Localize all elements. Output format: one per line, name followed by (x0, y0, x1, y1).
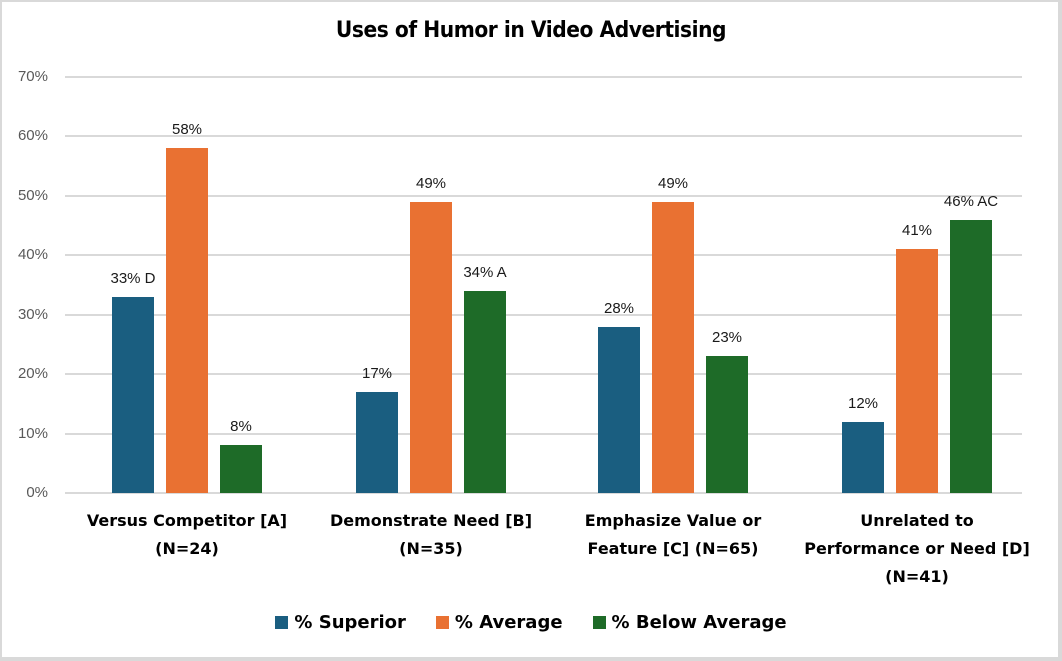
gridline (65, 492, 1022, 494)
data-label: 49% (415, 174, 447, 192)
bar (464, 290, 506, 493)
legend: % Superior % Average % Below Average (0, 612, 1062, 633)
bar (356, 391, 398, 493)
gridline (65, 135, 1022, 138)
legend-item-average: % Average (435, 612, 563, 633)
legend-label: % Superior (294, 612, 406, 633)
bar (652, 201, 694, 493)
bar (706, 356, 748, 493)
data-label: 49% (657, 174, 689, 192)
gridline (65, 313, 1022, 316)
bar (598, 326, 640, 493)
chart-title: Uses of Humor in Video Advertising (335, 18, 727, 43)
y-tick-label: 0% (26, 484, 48, 501)
x-category-label: Demonstrate Need [B] (N=35) (311, 507, 551, 563)
legend-item-superior: % Superior (275, 612, 406, 633)
bar (166, 148, 208, 493)
data-label: 17% (361, 364, 393, 382)
legend-swatch-average-icon (435, 616, 449, 629)
category-line: Feature [C] (N=65) (587, 539, 759, 558)
legend-item-below-average: % Below Average (592, 612, 787, 633)
category-line: Demonstrate Need [B] (329, 511, 533, 530)
gridline (65, 75, 1022, 78)
data-label: 58% (171, 121, 203, 139)
data-label: 23% (711, 329, 743, 347)
gridline (65, 194, 1022, 197)
category-line: Performance or Need [D] (804, 539, 1030, 558)
gridline (65, 432, 1022, 435)
category-line: Unrelated to (860, 511, 974, 530)
legend-label: % Below Average (611, 612, 787, 633)
x-category-label: Versus Competitor [A] (N=24) (67, 507, 307, 563)
bar (220, 445, 262, 493)
category-line: (N=41) (885, 567, 949, 586)
bar (842, 421, 884, 493)
bar (950, 219, 992, 493)
y-tick-label: 30% (17, 305, 48, 323)
y-tick-label: 20% (17, 365, 48, 383)
legend-label: % Average (454, 612, 563, 633)
category-line: (N=24) (155, 539, 219, 558)
data-label: 8% (230, 418, 252, 436)
y-tick-label: 60% (17, 127, 48, 145)
category-line: (N=35) (399, 539, 463, 558)
y-tick-label: 40% (17, 246, 48, 264)
data-label: 28% (603, 299, 635, 317)
bar (112, 296, 154, 493)
legend-swatch-superior-icon (275, 616, 289, 629)
x-category-label: Unrelated to Performance or Need [D] (N=41… (797, 507, 1037, 591)
data-label: 33% D (110, 269, 156, 287)
category-line: Emphasize Value or (584, 511, 762, 530)
data-label: 34% A (463, 263, 507, 281)
bar (896, 249, 938, 493)
category-line: Versus Competitor [A] (86, 511, 288, 530)
gridline (65, 254, 1022, 257)
data-label: 41% (901, 222, 933, 240)
y-tick-label: 70% (17, 67, 48, 85)
data-label: 46% AC (943, 192, 999, 210)
gridline (65, 373, 1022, 376)
bar (410, 201, 452, 493)
x-category-label: Emphasize Value or Feature [C] (N=65) (553, 507, 793, 563)
y-tick-label: 10% (17, 424, 48, 442)
legend-swatch-below-average-icon (592, 616, 606, 629)
data-label: 12% (847, 394, 879, 412)
y-tick-label: 50% (17, 186, 48, 204)
